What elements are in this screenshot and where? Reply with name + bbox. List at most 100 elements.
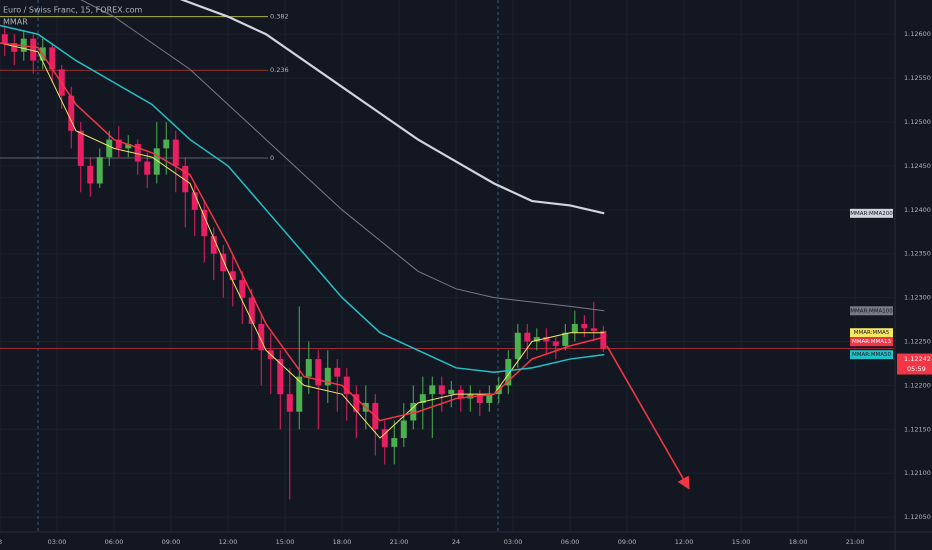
candle-body [115, 139, 122, 149]
candle-body [486, 394, 493, 403]
candle-body [220, 253, 227, 272]
candle-body [410, 402, 417, 421]
x-tick-label: 3 [0, 538, 2, 546]
candle-body [353, 394, 360, 412]
series-axis-label: MMAR:MMA13 [852, 339, 892, 345]
y-tick-label: 1.12200 [904, 381, 931, 389]
candle-body [571, 323, 578, 333]
y-tick-label: 1.12400 [904, 206, 931, 214]
candle-body [514, 332, 521, 360]
candle-body [581, 323, 588, 329]
y-tick-label: 1.12500 [904, 118, 931, 126]
moving-average-line [0, 42, 605, 439]
series-axis-label: MMAR:MMA200 [850, 211, 893, 217]
x-tick-label: 18:00 [333, 538, 352, 546]
moving-average-line [80, 0, 605, 312]
candle-body [315, 359, 322, 386]
candle-body [11, 43, 18, 52]
indicator-name: MMAR [3, 18, 28, 27]
candle-body [429, 385, 436, 395]
candle-body [1, 34, 8, 44]
candle-body [277, 359, 284, 395]
candle-body [476, 394, 483, 403]
candle-body [343, 376, 350, 395]
x-tick-label: 18:00 [789, 538, 808, 546]
y-tick-label: 1.12050 [904, 513, 931, 521]
x-tick-label: 06:00 [561, 538, 580, 546]
chart-title: Euro / Swiss Franc, 15, FOREX.com [3, 6, 142, 15]
candle-body [134, 143, 141, 162]
candle-body [210, 236, 217, 254]
series-axis-label: MMAR:MMA100 [850, 308, 893, 314]
candle-body [144, 161, 151, 175]
last-price-label: 1.12242 [904, 355, 931, 363]
candle-body [239, 280, 246, 298]
last-price-box [897, 353, 932, 375]
candle-body [324, 367, 331, 386]
series-axis-label-box [850, 306, 893, 316]
candle-body [552, 341, 559, 346]
x-tick-label: 12:00 [219, 538, 238, 546]
candle-body [381, 429, 388, 447]
candle-body [125, 143, 132, 149]
x-tick-label: 12:00 [675, 538, 694, 546]
candle-body [163, 139, 170, 149]
series-axis-label-box [850, 208, 893, 218]
candle-body [419, 394, 426, 403]
series-axis-label: MMAR:MMA5 [854, 330, 890, 336]
drawn-arrow [606, 345, 690, 490]
candle-body [49, 47, 56, 70]
candle-body [334, 367, 341, 377]
x-tick-label: 21:00 [390, 538, 409, 546]
grid [0, 0, 895, 532]
candle-body [438, 385, 445, 395]
y-tick-label: 1.12300 [904, 294, 931, 302]
x-tick-label: 09:00 [162, 538, 181, 546]
fib-level-label: 0.382 [270, 13, 289, 21]
candle-body [68, 95, 75, 131]
candle-body [96, 157, 103, 184]
x-tick-label: 09:00 [618, 538, 637, 546]
y-tick-label: 1.12250 [904, 337, 931, 345]
candle-body [562, 332, 569, 346]
x-tick-label: 03:00 [48, 538, 67, 546]
x-tick-label: 03:00 [504, 538, 523, 546]
candle-body [524, 332, 531, 342]
series-axis-label-box [850, 350, 893, 360]
candle-body [172, 139, 179, 166]
fib-level-label: 0.236 [270, 66, 289, 74]
moving-average-line [180, 0, 605, 215]
bar-countdown: 05:59 [907, 365, 926, 373]
x-tick-label: 06:00 [105, 538, 124, 546]
series-axis-label-box [850, 328, 893, 338]
y-tick-label: 1.12350 [904, 250, 931, 258]
moving-average-line [0, 42, 605, 422]
candle-body [77, 130, 84, 166]
candle-body [391, 438, 398, 447]
candle-body [296, 376, 303, 412]
y-tick-label: 1.12600 [904, 30, 931, 38]
x-tick-label: 24 [452, 538, 460, 546]
candle-body [153, 148, 160, 175]
x-tick-label: 15:00 [732, 538, 751, 546]
x-tick-label: 15:00 [276, 538, 295, 546]
candle-body [30, 38, 37, 61]
series-axis-label-box [850, 337, 893, 347]
candle-body [600, 330, 607, 349]
moving-average-line [0, 24, 605, 373]
candle-body [106, 139, 113, 158]
candle-body [400, 420, 407, 439]
candle-body [305, 359, 312, 377]
x-tick-label: 21:00 [846, 538, 865, 546]
y-tick-label: 1.12550 [904, 74, 931, 82]
plot-area: 0.382 0.236 0 [0, 0, 895, 500]
candle-body [248, 297, 255, 324]
fib-level-label: 0 [270, 154, 274, 162]
candle-body [191, 192, 198, 210]
candle-body [258, 323, 265, 351]
candle-body [543, 337, 550, 342]
candle-body [533, 337, 540, 342]
y-tick-label: 1.12100 [904, 469, 931, 477]
